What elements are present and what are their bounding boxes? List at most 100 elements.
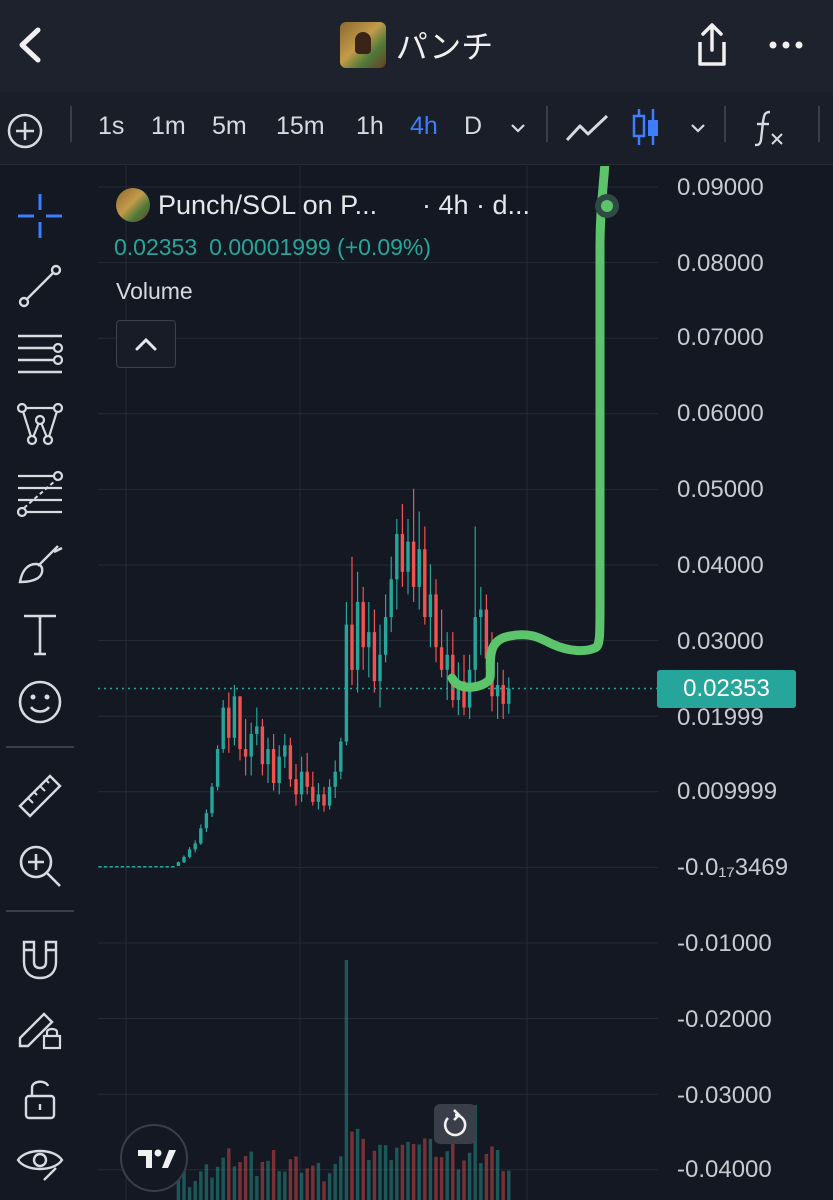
volume-bar (490, 1146, 494, 1200)
add-symbol-icon[interactable] (6, 112, 44, 150)
volume-bar (400, 1144, 405, 1200)
candle (372, 632, 377, 682)
interval-d[interactable]: D (464, 112, 483, 140)
volume-bar (423, 1138, 427, 1200)
volume-bar (176, 1178, 181, 1200)
y-tick-label: -0.04000 (677, 1156, 772, 1183)
volume-bar (204, 1164, 209, 1200)
candle (322, 794, 326, 806)
volume-bar (507, 1170, 511, 1200)
volume-bar (462, 1160, 466, 1200)
candle (243, 749, 248, 757)
y-tick-label: 0.01999 (677, 704, 764, 731)
crosshair-icon[interactable] (14, 190, 66, 242)
volume-bar (451, 1142, 455, 1200)
volume-bar (277, 1171, 281, 1200)
zoom-in-icon[interactable] (14, 840, 66, 892)
volume-bar (439, 1157, 444, 1200)
volume-bar (288, 1159, 293, 1200)
volume-bar (283, 1171, 287, 1200)
eye-icon[interactable] (14, 1136, 66, 1188)
volume-bar (372, 1150, 377, 1200)
magnet-icon[interactable] (14, 934, 66, 986)
lock-drawing-icon[interactable] (14, 1002, 66, 1054)
candle (210, 786, 214, 814)
interval-15m[interactable]: 15m (276, 112, 325, 140)
horizontal-lines-icon[interactable] (14, 328, 66, 380)
legend-symbol[interactable]: Punch/SOL on P... (158, 190, 378, 220)
interval-1s[interactable]: 1s (98, 112, 125, 140)
unlock-icon[interactable] (14, 1072, 66, 1124)
fib-icon[interactable] (14, 468, 66, 520)
volume-bar (411, 1144, 416, 1200)
candle (171, 866, 175, 868)
candle (271, 749, 276, 784)
interval-5m[interactable]: 5m (212, 112, 247, 140)
toolbar-divider (724, 106, 726, 142)
last-price-tag: 0.02353 (657, 670, 796, 708)
candle (299, 771, 304, 795)
candle (350, 624, 354, 670)
candle (109, 866, 113, 868)
chevron-left-icon[interactable] (12, 22, 48, 68)
brush-icon[interactable] (14, 538, 66, 590)
pattern-icon[interactable] (14, 398, 66, 450)
reset-chart-button[interactable] (434, 1104, 476, 1144)
price-chart[interactable] (80, 166, 833, 1200)
candle (283, 745, 287, 757)
interval-1h[interactable]: 1h (356, 112, 384, 140)
text-icon[interactable] (14, 608, 66, 660)
candle (143, 866, 147, 868)
trend-line-icon[interactable] (14, 260, 66, 312)
volume-bar (294, 1156, 298, 1200)
volume-bar (361, 1138, 365, 1200)
volume-bar (339, 1156, 343, 1200)
candle (199, 828, 203, 844)
indicators-fx-icon[interactable] (752, 108, 786, 148)
chevron-down-icon[interactable] (508, 118, 528, 138)
volume-label[interactable]: Volume (116, 278, 193, 304)
candle (395, 534, 399, 580)
line-chart-icon[interactable] (564, 110, 610, 146)
candle (383, 617, 388, 655)
candle (120, 866, 125, 868)
annotation-handle (601, 200, 613, 212)
volume-bar (383, 1145, 388, 1200)
candle (445, 654, 449, 670)
candle (148, 866, 153, 868)
candle (126, 866, 130, 868)
candle (176, 862, 181, 866)
volume-bar (316, 1162, 321, 1200)
toolbar-divider (818, 106, 820, 142)
ruler-icon[interactable] (14, 770, 66, 822)
candle (266, 749, 270, 765)
candle (255, 726, 259, 734)
volume-bar (417, 1144, 421, 1200)
toolbar-divider (6, 746, 74, 748)
candle (232, 696, 237, 738)
chevron-down-icon[interactable] (688, 118, 708, 138)
emoji-icon[interactable] (14, 676, 66, 728)
more-dots-icon[interactable] (766, 30, 806, 60)
candle (423, 549, 427, 618)
interval-4h[interactable]: 4h (410, 112, 438, 140)
volume-bar (271, 1150, 276, 1200)
toolbar-divider (70, 106, 72, 142)
candlestick-icon[interactable] (630, 106, 662, 148)
share-icon[interactable] (692, 22, 732, 68)
candle (406, 541, 410, 572)
candle (115, 866, 119, 868)
candle (434, 594, 438, 648)
y-tick-label: 0.05000 (677, 476, 764, 503)
y-tick-label: 0.06000 (677, 400, 764, 427)
volume-bar (322, 1181, 326, 1200)
interval-1m[interactable]: 1m (151, 112, 186, 140)
y-tick-label: 0.08000 (677, 250, 764, 277)
y-tick-label: 0.009999 (677, 778, 778, 805)
collapse-legend-button[interactable] (116, 320, 176, 368)
volume-bar (456, 1169, 461, 1200)
drawn-annotation-line (447, 166, 610, 692)
candle (484, 609, 489, 659)
chart-area[interactable]: Punch/SOL on P... · 4h · d... 0.02353 0.0… (80, 166, 833, 1200)
tradingview-logo[interactable] (120, 1124, 188, 1192)
